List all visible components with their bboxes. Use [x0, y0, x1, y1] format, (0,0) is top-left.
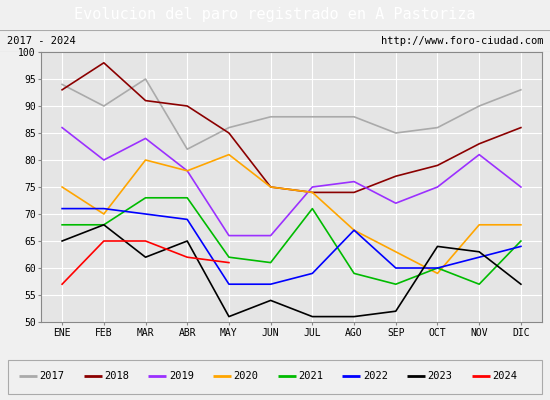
Text: 2018: 2018: [104, 371, 129, 381]
Text: Evolucion del paro registrado en A Pastoriza: Evolucion del paro registrado en A Pasto…: [74, 8, 476, 22]
Text: 2020: 2020: [234, 371, 258, 381]
Text: 2022: 2022: [363, 371, 388, 381]
Text: http://www.foro-ciudad.com: http://www.foro-ciudad.com: [381, 36, 543, 46]
Text: 2019: 2019: [169, 371, 194, 381]
Text: 2017: 2017: [40, 371, 64, 381]
Text: 2017 - 2024: 2017 - 2024: [7, 36, 75, 46]
Text: 2023: 2023: [428, 371, 453, 381]
Text: 2021: 2021: [298, 371, 323, 381]
Text: 2024: 2024: [492, 371, 518, 381]
FancyBboxPatch shape: [8, 360, 542, 394]
